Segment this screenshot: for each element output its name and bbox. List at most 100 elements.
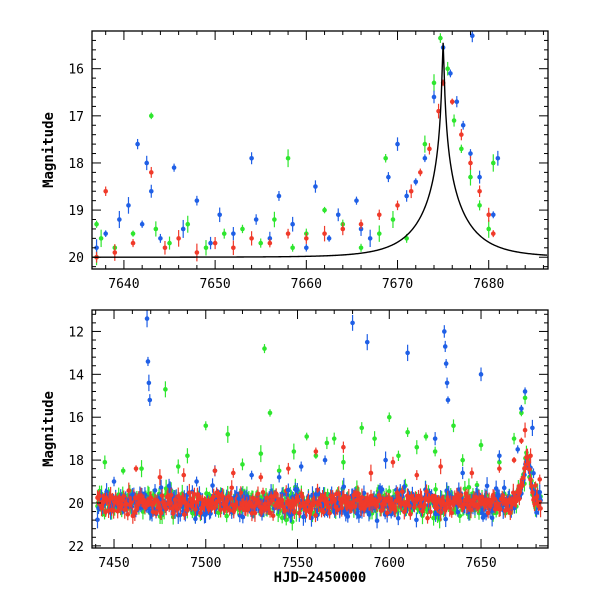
data-point-red [130, 240, 136, 246]
data-point-red [358, 221, 364, 227]
data-point-red [181, 472, 187, 478]
cloud-point-blue [295, 487, 300, 493]
data-point-blue [94, 245, 99, 251]
cloud-point-red [350, 500, 356, 505]
cloud-point-red [422, 502, 427, 508]
data-point-blue [126, 203, 131, 208]
cloud-point-red [115, 509, 120, 514]
cloud-point-red [523, 465, 528, 471]
x-tick-label: 7450 [98, 556, 129, 571]
cloud-point-red [270, 513, 276, 519]
data-point-blue [358, 226, 364, 232]
data-point-red [468, 160, 473, 166]
cloud-point-red [153, 510, 159, 516]
cloud-point-red [485, 510, 491, 516]
y-tick-label: 16 [68, 411, 84, 426]
data-point-red [112, 250, 118, 255]
cloud-point-red [359, 495, 365, 500]
bottom-panel: 7450 7500 7550 7600 7650 12 14 16 18 20 22 Magnitu… [41, 309, 549, 586]
cloud-point-red [197, 494, 202, 500]
data-point-green [341, 459, 346, 465]
data-point-red [212, 468, 218, 474]
cloud-point-blue [158, 485, 164, 490]
cloud-point-red [300, 494, 305, 500]
cloud-point-red [529, 483, 534, 489]
data-point-green [372, 436, 377, 441]
y-tick-label: 20 [68, 497, 84, 512]
data-point-blue [290, 221, 295, 227]
data-point-green [322, 207, 327, 213]
cloud-point-blue [484, 483, 490, 489]
cloud-point-red [220, 493, 225, 499]
cloud-point-red [325, 500, 330, 505]
bottom-data-points [95, 310, 543, 531]
cloud-point-blue [501, 485, 507, 491]
data-point-green [163, 387, 168, 392]
cloud-point-red [374, 503, 380, 509]
data-point-red [519, 438, 524, 444]
data-point-green [203, 423, 209, 429]
data-point-blue [298, 464, 304, 469]
cloud-point-red [435, 505, 440, 511]
data-point-blue [286, 487, 291, 493]
cloud-point-red [462, 497, 468, 503]
data-point-red [258, 474, 264, 480]
y-tick-label: 14 [68, 368, 84, 383]
data-point-red [285, 231, 291, 236]
x-tick-label: 7680 [473, 277, 504, 292]
cloud-point-red [532, 501, 537, 507]
data-point-red [133, 466, 139, 471]
data-point-blue [194, 479, 199, 484]
data-point-red [286, 466, 291, 471]
cloud-point-blue [366, 512, 372, 517]
cloud-point-red [412, 504, 417, 510]
y-tick-label: 17 [68, 110, 84, 125]
cloud-point-red [438, 510, 443, 515]
cloud-point-blue [152, 488, 158, 493]
cloud-point-red [111, 508, 116, 513]
data-point-red [438, 464, 443, 469]
x-tick-label: 7670 [382, 277, 413, 292]
data-point-red [376, 212, 382, 218]
data-point-green [423, 434, 429, 439]
y-tick-label: 20 [68, 251, 84, 266]
cloud-point-red [309, 506, 314, 511]
data-point-green [396, 453, 401, 459]
data-point-blue [383, 457, 388, 463]
data-point-green [383, 155, 388, 161]
data-point-green [486, 226, 492, 232]
cloud-point-red [538, 506, 543, 511]
cloud-point-green [163, 486, 169, 491]
data-point-red [368, 470, 374, 476]
data-point-red [194, 250, 200, 255]
data-point-green [221, 231, 227, 236]
data-point-green [490, 160, 496, 166]
data-point-blue [148, 188, 154, 194]
cloud-point-red [168, 492, 174, 498]
cloud-point-red [327, 510, 332, 516]
cloud-point-red [497, 506, 503, 512]
data-point-blue [335, 212, 341, 218]
data-point-green [148, 113, 154, 119]
cloud-point-red [336, 491, 342, 496]
data-point-blue [144, 316, 150, 321]
data-point-green [414, 444, 420, 450]
top-data-points [92, 31, 548, 266]
data-point-blue [364, 339, 370, 345]
data-point-blue [530, 425, 535, 431]
data-point-green [240, 226, 245, 232]
data-point-green [431, 80, 437, 86]
cloud-point-red [158, 510, 164, 516]
cloud-point-red [346, 495, 352, 500]
data-point-green [120, 468, 126, 474]
bottom-axis-ticks: 7450 7500 7550 7600 7650 12 14 16 18 20 22 [68, 310, 548, 571]
cloud-point-red [163, 506, 169, 511]
data-point-green [313, 453, 319, 459]
y-tick-label: 19 [68, 204, 84, 219]
data-point-blue [236, 496, 242, 501]
cloud-point-green [437, 517, 442, 522]
data-point-blue [404, 193, 409, 199]
data-point-red [486, 212, 492, 218]
cloud-point-blue [193, 516, 198, 522]
